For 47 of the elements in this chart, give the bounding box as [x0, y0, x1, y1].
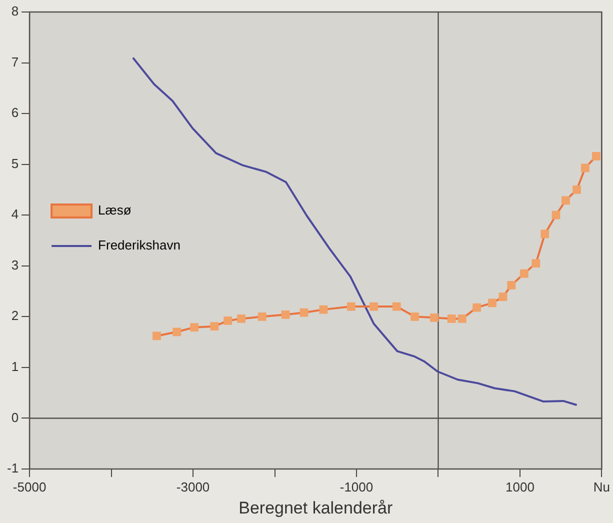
point [532, 259, 540, 268]
point [210, 322, 219, 330]
point [258, 312, 266, 321]
point [472, 303, 481, 312]
point [190, 323, 199, 332]
x-tick-label: 1000 [505, 479, 534, 494]
y-tick-label: 8 [11, 4, 19, 19]
point [370, 302, 378, 311]
point [458, 314, 466, 323]
x-tick-label: Nu [593, 479, 610, 494]
point [552, 210, 560, 220]
y-tick-label: -1 [6, 460, 19, 476]
point [430, 314, 438, 322]
x-tick-label: -3000 [176, 479, 210, 494]
point [520, 269, 528, 278]
point [507, 281, 516, 290]
point [592, 152, 600, 160]
x-axis-title: Beregnet kalenderår [238, 498, 393, 518]
legend-label: Frederikshavn [98, 238, 180, 253]
y-tick-label: 6 [11, 105, 19, 120]
point [410, 312, 419, 321]
y-tick-label: 1 [11, 359, 19, 374]
point [152, 332, 161, 340]
legend-label: Læsø [98, 202, 132, 218]
x-tick-label: -5000 [12, 479, 46, 494]
x-tick-label: -1000 [340, 479, 374, 494]
point [172, 328, 182, 336]
point [346, 302, 356, 311]
point [319, 305, 328, 314]
y-tick-label: 5 [11, 156, 19, 171]
point [562, 196, 570, 205]
y-tick-label: 7 [11, 54, 19, 70]
point [237, 314, 246, 323]
y-tick-label: 2 [11, 308, 19, 324]
point [392, 302, 401, 311]
point [540, 230, 550, 238]
point [498, 292, 508, 302]
point [488, 298, 496, 308]
y-tick-label: 3 [11, 257, 19, 272]
point [300, 308, 308, 317]
point [447, 314, 456, 323]
point [581, 164, 590, 172]
point [572, 186, 581, 194]
point [224, 316, 232, 325]
y-tick-label: 0 [11, 410, 19, 425]
point [281, 310, 290, 319]
y-tick-label: 4 [11, 206, 19, 222]
